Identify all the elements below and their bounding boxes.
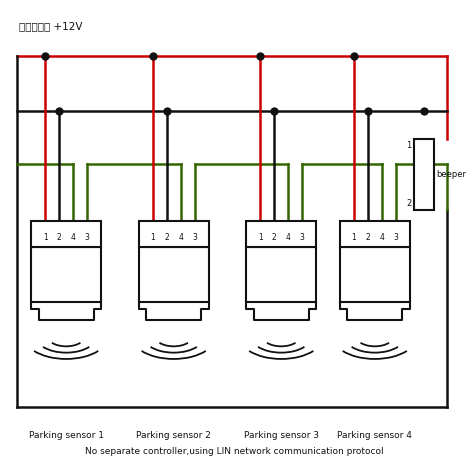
Text: 4: 4 bbox=[178, 233, 183, 242]
Text: 2: 2 bbox=[365, 233, 370, 242]
Text: 1: 1 bbox=[43, 233, 47, 242]
Text: 3: 3 bbox=[300, 233, 305, 242]
Bar bbox=[31, 247, 101, 302]
Bar bbox=[340, 247, 410, 302]
Text: 2: 2 bbox=[272, 233, 277, 242]
Text: beeper: beeper bbox=[437, 170, 466, 179]
Text: 3: 3 bbox=[192, 233, 197, 242]
Text: 4: 4 bbox=[379, 233, 384, 242]
Text: 3: 3 bbox=[85, 233, 90, 242]
Text: 2: 2 bbox=[407, 199, 412, 207]
Text: 1: 1 bbox=[150, 233, 155, 242]
Text: 2: 2 bbox=[164, 233, 169, 242]
Bar bbox=[246, 247, 316, 302]
Bar bbox=[138, 221, 209, 247]
Text: No separate controller,using LIN network communication protocol: No separate controller,using LIN network… bbox=[85, 447, 384, 456]
Text: 1: 1 bbox=[407, 141, 412, 150]
Text: 4: 4 bbox=[286, 233, 291, 242]
Bar bbox=[340, 221, 410, 247]
Bar bbox=[414, 139, 434, 210]
Text: 1: 1 bbox=[258, 233, 263, 242]
Bar bbox=[31, 221, 101, 247]
Bar bbox=[138, 247, 209, 302]
Text: Parking sensor 1: Parking sensor 1 bbox=[28, 431, 104, 439]
Text: Parking sensor 2: Parking sensor 2 bbox=[136, 431, 211, 439]
Text: Parking sensor 3: Parking sensor 3 bbox=[244, 431, 319, 439]
Text: 自倒车开关 +12V: 自倒车开关 +12V bbox=[19, 21, 83, 31]
Text: 1: 1 bbox=[351, 233, 356, 242]
Text: 2: 2 bbox=[57, 233, 62, 242]
Text: 4: 4 bbox=[71, 233, 76, 242]
Text: Parking sensor 4: Parking sensor 4 bbox=[337, 431, 412, 439]
Bar bbox=[246, 221, 316, 247]
Text: 3: 3 bbox=[393, 233, 398, 242]
